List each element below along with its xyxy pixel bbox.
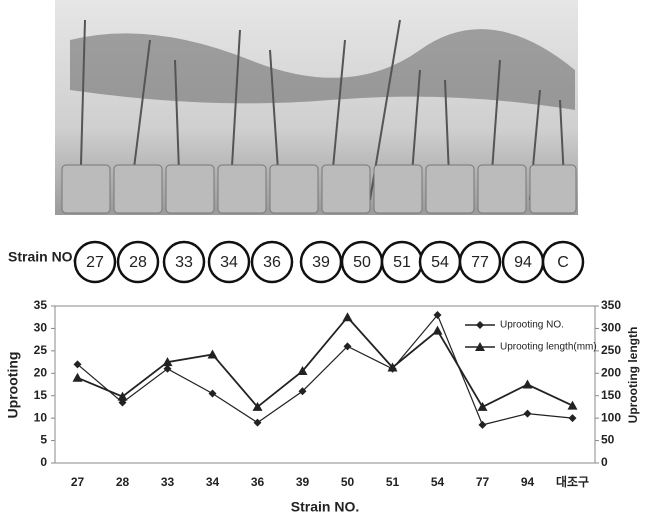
strain-number: C: [557, 254, 569, 271]
y-tick-label: 20: [34, 365, 48, 379]
point: [208, 349, 218, 358]
point: [524, 410, 532, 418]
x-tick-label: 77: [476, 475, 490, 489]
y2-tick-label: 50: [601, 433, 615, 447]
point: [479, 421, 487, 429]
x-tick-label: 33: [161, 475, 175, 489]
y-tick-label: 0: [40, 455, 47, 469]
photo: [55, 0, 578, 215]
point: [568, 401, 578, 410]
strain-number: 28: [129, 254, 147, 271]
strain-number: 34: [220, 254, 238, 271]
x-tick-label: 94: [521, 475, 535, 489]
y2-tick-label: 300: [601, 321, 621, 335]
x-tick-label: 51: [386, 475, 400, 489]
y-tick-label: 5: [40, 433, 47, 447]
x-tick-label: 28: [116, 475, 130, 489]
point: [343, 312, 353, 321]
legend-marker: [476, 321, 484, 329]
y2-tick-label: 250: [601, 343, 621, 357]
strain-number: 94: [514, 254, 532, 271]
point: [209, 389, 217, 397]
point: [569, 414, 577, 422]
y2-axis-title: Uprooting length: [626, 327, 640, 424]
x-tick-label: 54: [431, 475, 445, 489]
page: Strain NO. 2728333436395051547794C051015…: [0, 0, 646, 523]
x-tick-label: 27: [71, 475, 85, 489]
y-tick-label: 25: [34, 343, 48, 357]
figure: Strain NO. 2728333436395051547794C051015…: [0, 0, 646, 518]
point: [433, 326, 443, 335]
point: [478, 402, 488, 411]
y-tick-label: 35: [34, 298, 48, 312]
y2-tick-label: 0: [601, 455, 608, 469]
y2-tick-label: 100: [601, 410, 621, 424]
strain-number: 54: [431, 254, 449, 271]
x-tick-label: 34: [206, 475, 220, 489]
strain-number: 39: [312, 254, 330, 271]
strain-number: 27: [86, 254, 104, 271]
x-axis-title: Strain NO.: [291, 499, 359, 515]
y-axis-title: Uprooting: [5, 352, 21, 419]
y2-tick-label: 200: [601, 365, 621, 379]
y2-tick-label: 350: [601, 298, 621, 312]
x-tick-label: 대조구: [556, 475, 589, 489]
y-tick-label: 30: [34, 321, 48, 335]
strain-label: Strain NO.: [8, 249, 76, 265]
point: [73, 373, 83, 382]
y-tick-label: 10: [34, 410, 48, 424]
y-tick-label: 15: [34, 388, 48, 402]
strain-number: 50: [353, 254, 371, 271]
point: [523, 380, 533, 389]
point: [254, 419, 262, 427]
y2-tick-label: 150: [601, 388, 621, 402]
x-tick-label: 50: [341, 475, 355, 489]
series-line: [78, 315, 573, 425]
series-line: [78, 317, 573, 407]
strain-number: 33: [175, 254, 193, 271]
x-tick-label: 39: [296, 475, 310, 489]
strain-number: 36: [263, 254, 281, 271]
strain-number: 51: [393, 254, 411, 271]
strain-number: 77: [471, 254, 489, 271]
legend-label: Uprooting length(mm): [500, 342, 597, 353]
legend-label: Uprooting NO.: [500, 320, 564, 331]
x-tick-label: 36: [251, 475, 265, 489]
